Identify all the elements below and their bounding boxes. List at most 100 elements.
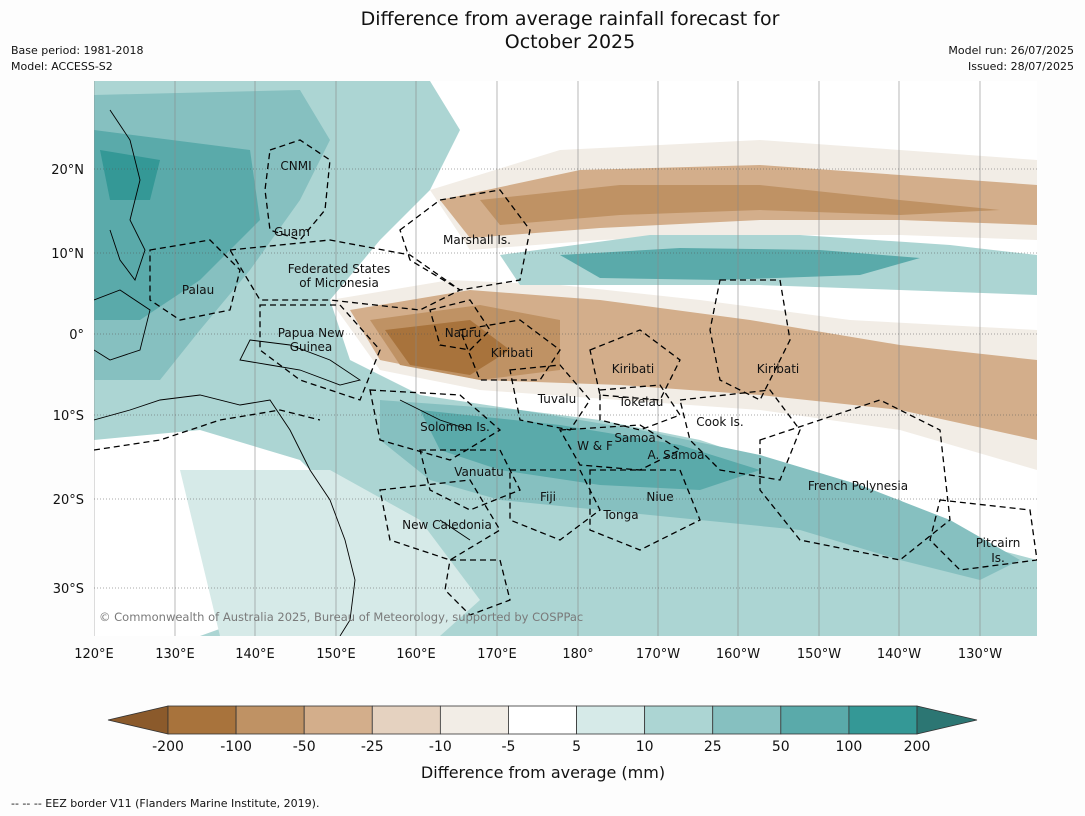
coast-new-caledonia [439,519,471,541]
label-tonga: Tonga [602,508,638,522]
label-png-1: Papua New [278,326,345,340]
colorbar-segment [167,705,237,735]
colorbar-segment [371,705,441,735]
eez-marshall [399,189,531,291]
eez-australia-ne [94,409,321,451]
label-kiribati-east: Kiribati [757,362,799,376]
lon-tick-labels: 120°E 130°E 140°E 150°E 160°E 170°E 180°… [74,647,1002,662]
colorbar-tick-label: -200 [152,739,184,755]
colorbar-tick-label: -50 [293,739,316,755]
eez-cook [679,389,801,481]
label-marshall: Marshall Is. [443,233,511,247]
colorbar-segment [576,705,646,735]
colorbar-segment [644,705,714,735]
lon-tick: 130°E [155,647,195,662]
lat-tick: 20°S [53,493,84,508]
eez-solomon [369,389,502,461]
label-guam: Guam [274,225,310,239]
colorbar-tick-label: 100 [836,739,863,755]
eez-french-polynesia [759,399,951,561]
colorbar-segment [848,705,918,735]
eez-cnmi [264,139,331,241]
colorbar-segment [303,705,373,735]
colorbar-extend-high [916,705,978,735]
colorbar-label: Difference from average (mm) [421,763,665,782]
label-french-polynesia: French Polynesia [808,479,908,493]
coastlines [94,109,471,636]
label-nauru: Nauru [445,326,481,340]
lon-tick: 170°W [636,647,680,662]
meta-left: Base period: 1981-2018 Model: ACCESS-S2 [11,43,143,75]
lon-tick: 180° [562,647,593,662]
copyright-notice: © Commonwealth of Australia 2025, Bureau… [99,610,583,624]
colorbar-tick-label: 5 [572,739,581,755]
model-run: Model run: 26/07/2025 [948,44,1074,57]
eez-new-caledonia [379,479,501,561]
label-samoa: Samoa [614,431,655,445]
eez-pitcairn [929,499,1037,571]
lat-tick: 10°N [51,247,84,262]
eez-borders [94,139,1037,616]
colorbar-tick-label: -25 [361,739,384,755]
label-palau: Palau [182,283,214,297]
label-vanuatu: Vanuatu [454,465,504,479]
coast-australia [94,394,356,636]
eez-tokelau [599,384,681,431]
coast-new-guinea [239,339,362,386]
colorbar-tick-label: -10 [429,739,452,755]
lat-tick: 10°S [53,409,84,424]
eez-footnote: -- -- -- EEZ border V11 (Flanders Marine… [11,797,320,810]
lon-tick: 170°E [477,647,517,662]
label-wf: W & F [577,439,613,453]
label-fsm-1: Federated States [288,262,390,276]
eez-kiribati-west [459,319,561,381]
lon-tick: 150°E [316,647,356,662]
lon-tick: 120°E [74,647,114,662]
base-period: Base period: 1981-2018 [11,44,144,57]
coast-borneo [94,289,151,361]
label-kiribati-central: Kiribati [612,362,654,376]
label-tuvalu: Tuvalu [537,392,577,406]
rainfall-region-wet-core-2 [100,150,160,200]
eez-fsm [228,239,462,311]
label-fsm-2: of Micronesia [299,276,379,290]
lat-tick-labels: 20°N 10°N 0° 10°S 20°S 30°S [51,163,84,597]
map-area: CNMI Guam Marshall Is. Palau Federated S… [94,81,1037,636]
eez-png [259,304,381,401]
colorbar-tick-label: 10 [636,739,654,755]
lat-tick: 0° [69,328,84,343]
lon-tick: 130°W [958,647,1002,662]
label-cnmi: CNMI [280,159,311,173]
label-png-2: Guinea [290,340,333,354]
label-new-caledonia: New Caledonia [402,518,492,532]
colorbar-extend-low [107,705,169,735]
coast-philippines [109,109,146,281]
lat-tick: 20°N [51,163,84,178]
colorbar-tick-label: -5 [501,739,515,755]
rainfall-region-dry-north-core [480,185,1000,225]
title-line-1: Difference from average rainfall forecas… [360,8,780,30]
eez-kiribati-east [709,279,791,401]
title-line-2: October 2025 [504,31,636,53]
label-pitcairn-2: Is. [991,551,1005,565]
coast-solomon [399,399,471,431]
rainfall-region-itcz-core [560,248,920,280]
eez-palau [149,239,241,321]
map-title: Difference from average rainfall forecas… [0,8,1085,54]
model-name: Model: ACCESS-S2 [11,60,113,73]
label-american-samoa: A. Samoa [648,448,705,462]
colorbar-tick-label: 25 [704,739,722,755]
lat-tick: 30°S [53,582,84,597]
graticule-parallels [94,168,1037,589]
label-fiji: Fiji [540,490,556,504]
label-tokelau: Tokelau [618,395,664,409]
lon-tick: 160°E [396,647,436,662]
eez-tonga-niue [589,469,701,551]
label-niue: Niue [646,490,673,504]
meta-right: Model run: 26/07/2025 Issued: 28/07/2025 [948,43,1074,75]
label-kiribati-west: Kiribati [491,346,533,360]
colorbar-tick-label: 200 [904,739,931,755]
label-cook: Cook Is. [696,415,743,429]
eez-kiribati-central [589,329,681,401]
